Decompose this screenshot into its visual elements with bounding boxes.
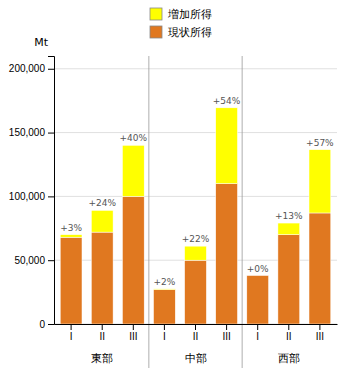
tick-mark [48, 196, 54, 197]
bar [216, 108, 238, 184]
plot: +3%+24%+40%+2%+22%+54%+0%+13%+57%IIIIIII… [9, 36, 338, 368]
bar [278, 235, 300, 324]
tick: III [222, 324, 230, 342]
tick-mark [102, 324, 103, 330]
group-divider [148, 56, 149, 368]
tick-mark [288, 324, 289, 330]
legend-item: 増加所得 [150, 8, 212, 21]
tick: 100,000 [9, 191, 54, 202]
annotation: +0% [247, 264, 269, 274]
tick-label: III [222, 331, 230, 342]
tick-label: 100,000 [9, 191, 46, 202]
grid-line [54, 68, 337, 69]
tick: II [286, 324, 292, 342]
bar [247, 275, 269, 276]
tick-label: I [163, 331, 166, 342]
y-axis-title: Mt [34, 36, 48, 49]
tick-mark [133, 324, 134, 330]
x-axis: IIIIIIIIIIIIIIIIII [55, 324, 338, 342]
legend-swatch [150, 26, 162, 38]
tick: III [129, 324, 137, 342]
tick-mark [164, 324, 165, 330]
group-label: 中部 [185, 352, 207, 365]
series [60, 108, 331, 290]
chart: +3%+24%+40%+2%+22%+54%+0%+13%+57%IIIIIII… [0, 0, 347, 374]
bar [60, 237, 82, 324]
tick-label: 150,000 [9, 127, 46, 138]
bar [122, 196, 144, 324]
bar [247, 276, 269, 324]
tick-mark [71, 324, 72, 330]
annotation: +2% [153, 277, 175, 287]
tick-label: II [193, 331, 199, 342]
bar [278, 223, 300, 235]
tick-mark [226, 324, 227, 330]
tick: II [99, 324, 105, 342]
tick: II [193, 324, 199, 342]
tick-mark [48, 69, 54, 70]
tick-label: I [70, 331, 73, 342]
bars [60, 108, 331, 324]
y-axis: 0 50,000 100,000 150,000 200,000 [9, 57, 55, 330]
tick: 200,000 [9, 63, 54, 74]
tick: I [163, 324, 166, 342]
legend-swatch [150, 8, 162, 20]
annotations: +3% +24% +40% +2% +22% +54% +0% +13% +57% [60, 96, 334, 287]
annotation: +3% [60, 223, 82, 233]
tick-mark [48, 324, 54, 325]
bar [122, 145, 144, 196]
legend-label: 現状所得 [168, 26, 212, 39]
tick-label: II [286, 331, 292, 342]
axis-line [48, 57, 55, 325]
legend-item: 現状所得 [150, 26, 212, 39]
annotation: +57% [306, 138, 334, 148]
tick-label: III [129, 331, 137, 342]
legend-label: 増加所得 [167, 8, 212, 21]
legend: 増加所得現状所得 [150, 8, 212, 39]
tick: 50,000 [14, 255, 54, 266]
group-label: 東部 [91, 352, 113, 365]
annotation: +13% [275, 211, 303, 221]
tick-label: 50,000 [14, 255, 45, 266]
grid-line [54, 132, 337, 133]
tick-mark [319, 324, 320, 330]
annotation: +24% [88, 198, 116, 208]
tick-mark [48, 133, 54, 134]
tick-mark [257, 324, 258, 330]
bar [91, 232, 113, 324]
tick: I [256, 324, 259, 342]
group-divider [242, 56, 243, 368]
tick: 150,000 [9, 127, 54, 138]
tick-label: I [256, 331, 259, 342]
bar [60, 235, 82, 238]
tick: III [316, 324, 324, 342]
tick-label: 200,000 [9, 63, 46, 74]
annotation: +40% [120, 133, 148, 143]
tick-mark [195, 324, 196, 330]
bar [309, 150, 331, 213]
bar [154, 290, 176, 324]
series [60, 184, 331, 324]
tick-label: II [99, 331, 105, 342]
tick: I [70, 324, 73, 342]
group-label: 西部 [278, 352, 300, 365]
annotation: +54% [213, 96, 241, 106]
tick-label: 0 [39, 319, 45, 330]
bar [185, 246, 207, 260]
bar [185, 260, 207, 324]
grid [54, 69, 337, 324]
tick: 0 [39, 319, 54, 330]
tick-label: III [316, 331, 324, 342]
bar [309, 213, 331, 324]
annotation: +22% [182, 234, 210, 244]
bar [91, 210, 113, 232]
grid-line [54, 196, 337, 197]
tick-mark [48, 260, 54, 261]
bar [216, 184, 238, 324]
bar [154, 288, 176, 290]
